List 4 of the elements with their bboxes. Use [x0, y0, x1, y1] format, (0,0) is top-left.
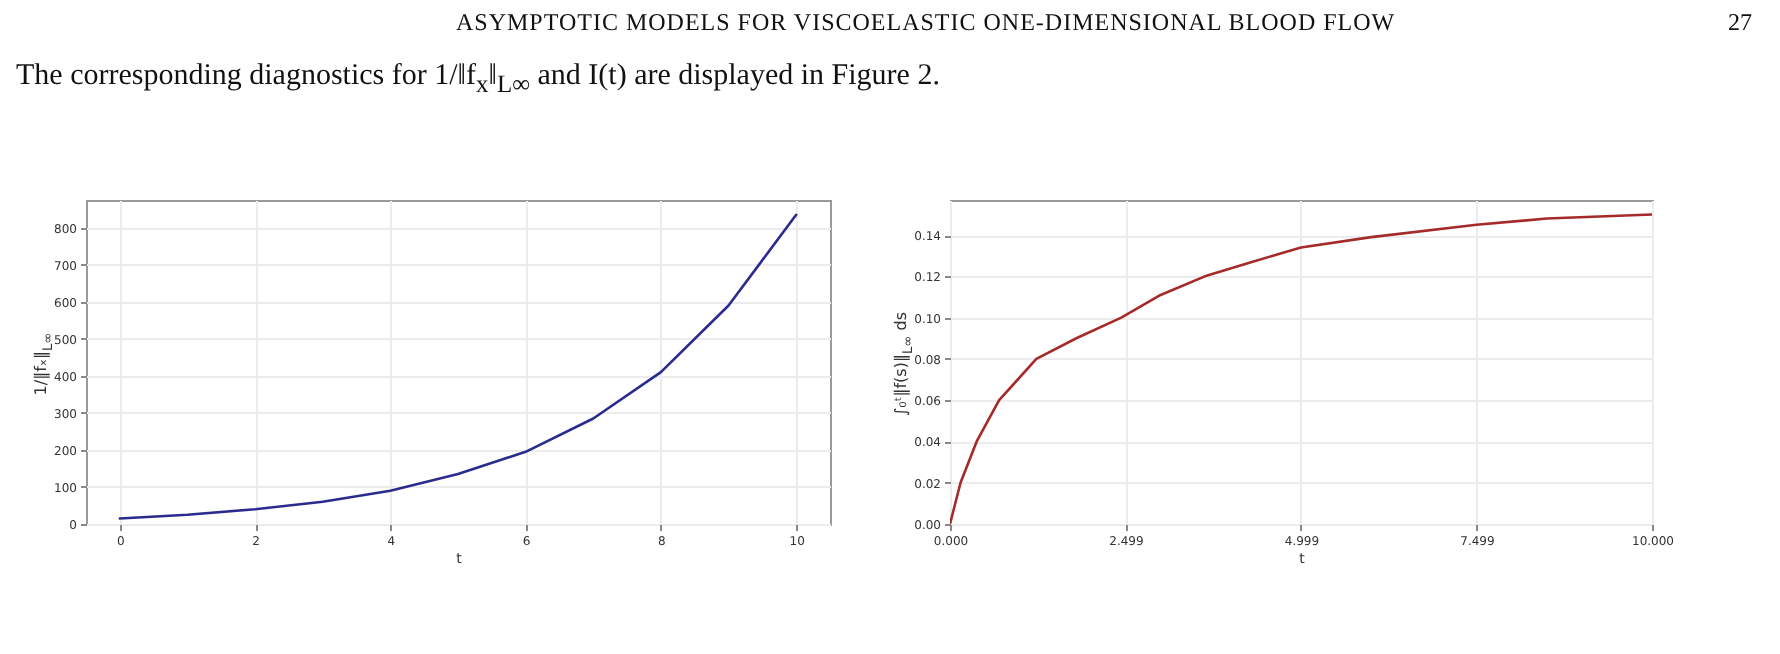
line-series: [118, 213, 798, 520]
text: ASYMPTOTIC MODELS FOR VISCOELASTIC ONE-DIMENSIONAL BLOOD FLOW: [456, 8, 1396, 38]
text: 27: [1728, 8, 1752, 38]
text: The corresponding diagnostics for 1/‖f$_{x}$‖$_{L∞}$ and I(t) are displayed in Figure 2.: [16, 60, 940, 100]
